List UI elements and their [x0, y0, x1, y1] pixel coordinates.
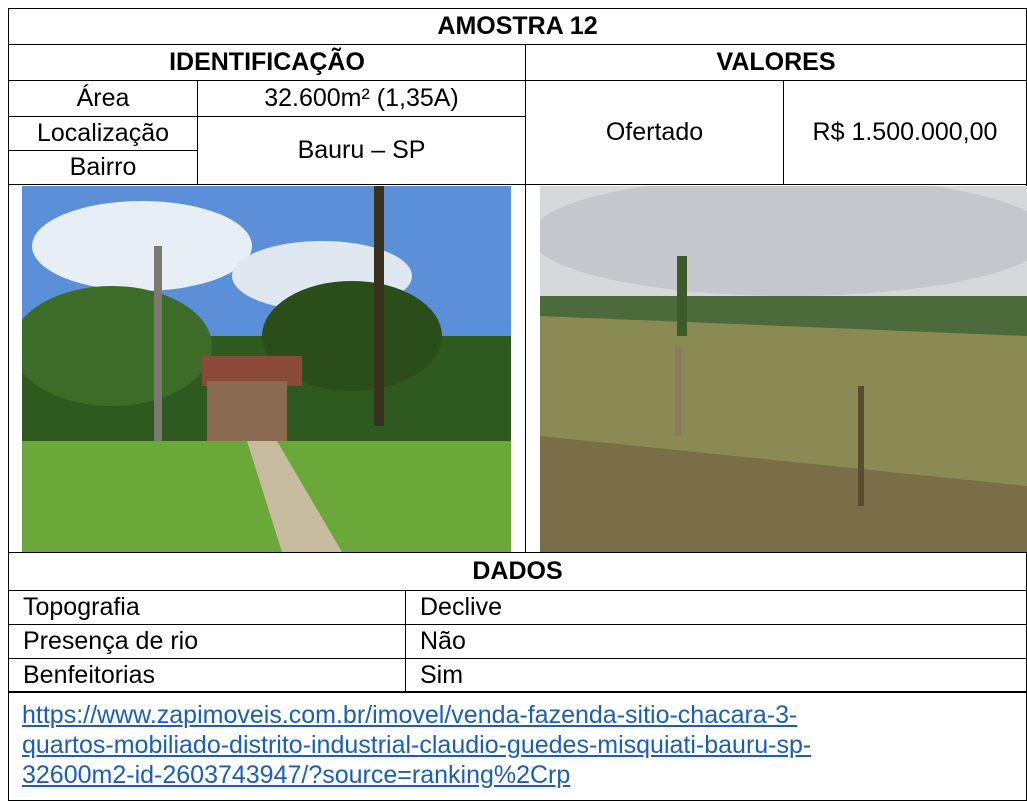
value: Sim — [405, 658, 1027, 693]
label: Ofertado — [525, 80, 784, 185]
link-line[interactable]: 32600m2-id-2603743947/?source=ranking%2C… — [22, 761, 571, 789]
link-line[interactable]: quartos-mobiliado-distrito-industrial-cl… — [22, 731, 812, 759]
photo — [22, 186, 511, 552]
label: Bairro — [8, 150, 198, 185]
label: Presença de rio — [8, 624, 406, 659]
value: Não — [405, 624, 1027, 659]
value: 32.600m² (1,35A) — [197, 80, 526, 117]
label: Área — [8, 80, 198, 117]
photo — [540, 186, 1027, 552]
link[interactable]: https://www.zapimoveis.com.br/imovel/ven… — [22, 700, 811, 790]
label: Topografia — [8, 590, 406, 625]
value: R$ 1.500.000,00 — [783, 80, 1027, 185]
heading: IDENTIFICAÇÃO — [8, 44, 526, 81]
label: Localização — [8, 116, 198, 151]
heading: DADOS — [8, 552, 1027, 591]
title: AMOSTRA 12 — [8, 8, 1027, 45]
value: Bauru – SP — [197, 116, 526, 185]
link-line[interactable]: https://www.zapimoveis.com.br/imovel/ven… — [22, 701, 798, 729]
value: Declive — [405, 590, 1027, 625]
label: Benfeitorias — [8, 658, 406, 693]
heading: VALORES — [525, 44, 1027, 81]
